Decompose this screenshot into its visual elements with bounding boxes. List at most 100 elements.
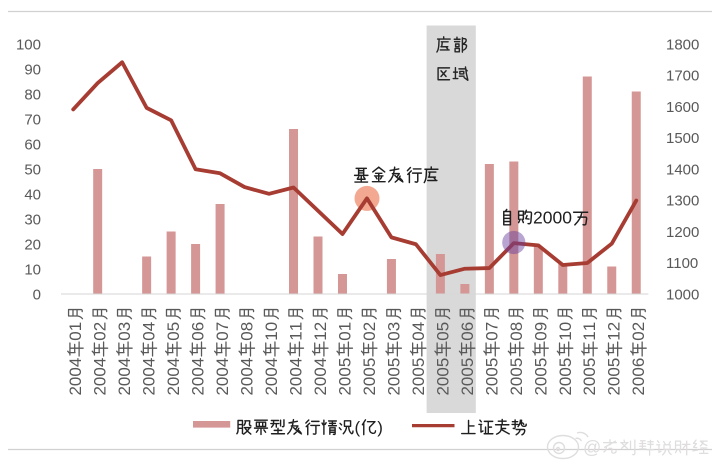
svg-text:0: 0 [629, 367, 648, 376]
svg-text:5: 5 [482, 358, 501, 367]
svg-text:0: 0 [433, 377, 452, 386]
svg-text:4: 4 [311, 358, 330, 367]
svg-text:70: 70 [24, 111, 41, 128]
svg-text:0: 0 [507, 331, 526, 340]
svg-text:2: 2 [311, 322, 330, 331]
svg-text:0: 0 [482, 331, 501, 340]
svg-text:1300: 1300 [666, 193, 699, 210]
svg-text:1: 1 [311, 331, 330, 340]
svg-text:4: 4 [286, 358, 305, 367]
svg-text:2: 2 [335, 386, 354, 395]
svg-text:2: 2 [531, 386, 550, 395]
svg-text:0: 0 [66, 377, 85, 386]
svg-text:5: 5 [335, 358, 354, 367]
svg-text:1: 1 [66, 322, 85, 331]
svg-text:20: 20 [24, 236, 41, 253]
svg-text:2: 2 [458, 386, 477, 395]
svg-text:4: 4 [238, 358, 257, 367]
svg-text:0: 0 [335, 367, 354, 376]
svg-text:1800: 1800 [666, 36, 699, 53]
svg-text:0: 0 [66, 331, 85, 340]
svg-text:2: 2 [360, 322, 379, 331]
svg-text:1: 1 [335, 322, 354, 331]
svg-text:100: 100 [16, 36, 41, 53]
svg-text:4: 4 [140, 358, 159, 367]
svg-text:4: 4 [213, 358, 232, 367]
svg-text:0: 0 [262, 367, 281, 376]
svg-text:5: 5 [556, 358, 575, 367]
svg-text:2: 2 [507, 386, 526, 395]
svg-text:0: 0 [531, 377, 550, 386]
svg-text:2: 2 [629, 386, 648, 395]
svg-text:30: 30 [24, 211, 41, 228]
svg-text:5: 5 [458, 358, 477, 367]
svg-text:8: 8 [507, 322, 526, 331]
svg-text:1: 1 [605, 331, 624, 340]
svg-text:0: 0 [238, 331, 257, 340]
svg-text:2: 2 [262, 386, 281, 395]
svg-text:1: 1 [580, 322, 599, 331]
svg-text:0: 0 [91, 367, 110, 376]
svg-text:2: 2 [360, 386, 379, 395]
svg-text:2: 2 [91, 386, 110, 395]
svg-text:9: 9 [531, 322, 550, 331]
svg-text:0: 0 [262, 322, 281, 331]
svg-text:0: 0 [605, 377, 624, 386]
svg-text:2: 2 [629, 322, 648, 331]
svg-text:1: 1 [286, 331, 305, 340]
svg-text:0: 0 [458, 367, 477, 376]
svg-text:5: 5 [433, 358, 452, 367]
svg-text:2: 2 [66, 386, 85, 395]
svg-text:0: 0 [262, 377, 281, 386]
svg-text:0: 0 [140, 377, 159, 386]
svg-text:1600: 1600 [666, 99, 699, 116]
svg-text:0: 0 [335, 331, 354, 340]
svg-text:1: 1 [580, 331, 599, 340]
svg-text:0: 0 [238, 367, 257, 376]
svg-text:7: 7 [482, 322, 501, 331]
svg-text:0: 0 [335, 377, 354, 386]
svg-text:0: 0 [458, 331, 477, 340]
svg-text:7: 7 [213, 322, 232, 331]
svg-text:3: 3 [115, 322, 134, 331]
svg-text:2: 2 [384, 386, 403, 395]
svg-text:0: 0 [482, 367, 501, 376]
svg-text:4: 4 [409, 322, 428, 331]
svg-text:1: 1 [286, 322, 305, 331]
svg-text:0: 0 [458, 377, 477, 386]
svg-text:90: 90 [24, 61, 41, 78]
svg-text:0: 0 [213, 331, 232, 340]
svg-text:5: 5 [580, 358, 599, 367]
svg-text:0: 0 [66, 367, 85, 376]
svg-text:0: 0 [629, 331, 648, 340]
svg-text:2: 2 [311, 386, 330, 395]
svg-text:2: 2 [556, 386, 575, 395]
svg-text:0: 0 [580, 377, 599, 386]
svg-text:0: 0 [433, 367, 452, 376]
svg-text:0: 0 [213, 377, 232, 386]
svg-text:0: 0 [311, 367, 330, 376]
svg-text:0: 0 [189, 377, 208, 386]
svg-text:0: 0 [115, 377, 134, 386]
svg-text:(: ( [355, 418, 361, 437]
svg-text:0: 0 [311, 377, 330, 386]
svg-text:0: 0 [629, 377, 648, 386]
svg-text:5: 5 [507, 358, 526, 367]
svg-text:50: 50 [24, 161, 41, 178]
svg-text:0: 0 [531, 367, 550, 376]
svg-text:2: 2 [580, 386, 599, 395]
svg-text:2: 2 [140, 386, 159, 395]
svg-text:0: 0 [409, 367, 428, 376]
svg-text:0: 0 [164, 331, 183, 340]
svg-text:0: 0 [189, 367, 208, 376]
svg-text:10: 10 [24, 261, 41, 278]
svg-text:2: 2 [91, 322, 110, 331]
svg-text:2: 2 [164, 386, 183, 395]
svg-text:0: 0 [384, 377, 403, 386]
svg-text:4: 4 [91, 358, 110, 367]
svg-text:2: 2 [189, 386, 208, 395]
svg-text:0: 0 [286, 367, 305, 376]
svg-text:6: 6 [458, 322, 477, 331]
svg-text:2: 2 [238, 386, 257, 395]
svg-text:1: 1 [556, 331, 575, 340]
